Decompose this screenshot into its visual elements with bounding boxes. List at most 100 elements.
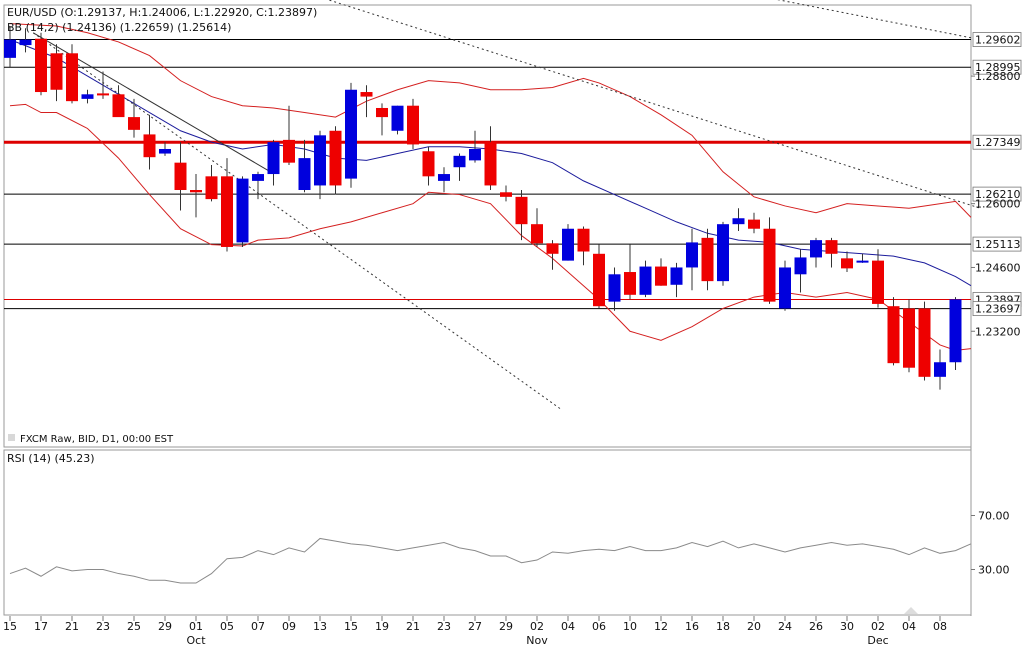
level-label: 1.25113 xyxy=(975,238,1021,251)
candle-body xyxy=(686,242,698,268)
date-tick-label: 09 xyxy=(282,620,296,633)
candle-body xyxy=(314,135,326,186)
candle-body xyxy=(732,218,745,225)
rsi-tick-label: 70.00 xyxy=(978,510,1010,523)
rsi-line xyxy=(9,537,972,584)
date-tick-label: 25 xyxy=(127,620,141,633)
scroll-marker-icon[interactable] xyxy=(904,607,918,614)
candle xyxy=(19,28,32,53)
candle-body xyxy=(19,39,32,46)
candle xyxy=(918,301,931,381)
date-tick-label: 19 xyxy=(375,620,389,633)
candle-body xyxy=(221,176,233,247)
ohlc-header: EUR/USD (O:1.29137, H:1.24006, L:1.22920… xyxy=(7,6,317,19)
candle xyxy=(112,85,125,118)
date-tick-label: 12 xyxy=(654,620,668,633)
level-label-box xyxy=(972,134,1022,150)
candle-body xyxy=(717,224,729,282)
date-tick-label: 23 xyxy=(96,620,110,633)
candle xyxy=(670,262,683,298)
rsi-panel xyxy=(3,449,972,616)
candle-body xyxy=(934,362,946,377)
date-tick-label: 10 xyxy=(623,620,637,633)
candle xyxy=(267,139,280,186)
date-tick-label: 13 xyxy=(313,620,327,633)
candle-body xyxy=(50,53,63,90)
candle-body xyxy=(949,299,962,363)
candle-body xyxy=(422,151,435,177)
price-axis: 1.296021.289951.273491.262101.251131.238… xyxy=(971,32,1022,338)
candle xyxy=(546,240,559,270)
candle-body xyxy=(484,142,497,186)
candle-body xyxy=(825,240,838,254)
month-label: Dec xyxy=(867,634,888,647)
candle xyxy=(794,249,807,293)
candle xyxy=(469,130,481,163)
candle xyxy=(624,244,636,300)
candle-body xyxy=(236,178,249,243)
candle-body xyxy=(128,117,140,130)
candle-body xyxy=(438,174,450,181)
level-label: 1.26210 xyxy=(975,188,1021,201)
candle xyxy=(856,253,869,263)
date-tick-label: 23 xyxy=(437,620,451,633)
candle-body xyxy=(283,139,295,163)
level-label-box xyxy=(972,186,1022,202)
candle xyxy=(763,217,776,304)
candle xyxy=(236,176,249,247)
candle xyxy=(701,228,714,291)
candle-body xyxy=(469,148,481,161)
candle-body xyxy=(97,93,109,96)
date-tick-label: 30 xyxy=(840,620,854,633)
date-tick-label: 04 xyxy=(902,620,916,633)
level-label: 1.29602 xyxy=(975,34,1021,47)
level-label-box xyxy=(972,301,1022,317)
date-tick-label: 29 xyxy=(158,620,172,633)
date-tick-label: 04 xyxy=(561,620,575,633)
candle-body xyxy=(391,105,404,131)
candle-body xyxy=(748,219,760,229)
date-tick-label: 02 xyxy=(871,620,885,633)
candle-body xyxy=(794,257,807,275)
candle xyxy=(934,349,946,390)
date-tick-label: 21 xyxy=(65,620,79,633)
candle-body xyxy=(562,228,574,261)
candle xyxy=(608,267,621,311)
candle-body xyxy=(35,38,47,93)
level-label-box xyxy=(972,59,1022,75)
candle-body xyxy=(360,92,373,97)
candle-body xyxy=(81,94,94,99)
candle-body xyxy=(872,260,884,304)
candle-body xyxy=(190,190,202,193)
candle xyxy=(345,82,357,188)
candle-body xyxy=(639,266,652,295)
candle xyxy=(81,89,94,104)
candle-body xyxy=(655,266,667,286)
candle-body xyxy=(701,237,714,282)
candle xyxy=(872,249,884,308)
candle xyxy=(376,103,388,136)
candle-body xyxy=(252,174,264,181)
bb-lower-line xyxy=(9,103,972,351)
candle-body xyxy=(841,258,853,269)
rsi-header: RSI (14) (45.23) xyxy=(7,452,95,465)
candle-body xyxy=(546,243,559,254)
candle xyxy=(515,190,528,241)
candle xyxy=(562,224,574,261)
candle xyxy=(484,126,497,191)
candle-body xyxy=(143,134,156,158)
candle-body xyxy=(500,192,512,197)
candle xyxy=(97,71,109,99)
candle xyxy=(205,164,218,202)
date-tick-label: 05 xyxy=(220,620,234,633)
price-tick-label: 1.23200 xyxy=(975,325,1021,338)
candle xyxy=(655,258,667,286)
candle-body xyxy=(267,142,280,175)
bb-upper-line xyxy=(9,23,972,218)
rsi-tick-label: 30.00 xyxy=(978,564,1010,577)
candle-body xyxy=(298,158,311,191)
candle xyxy=(593,244,605,309)
candle xyxy=(314,130,326,200)
candle xyxy=(639,260,652,298)
